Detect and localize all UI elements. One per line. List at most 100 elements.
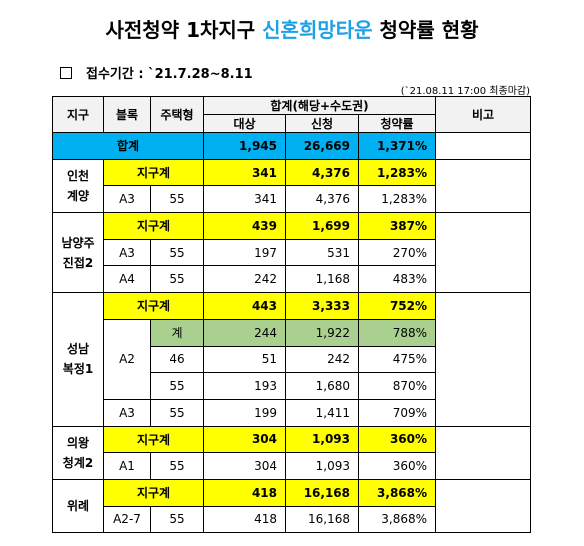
data-row: A3 55 197 531 270% xyxy=(53,238,531,267)
cell-target: 418 xyxy=(203,505,286,534)
cell-rate: 1,283% xyxy=(357,185,437,214)
remark-cell xyxy=(435,292,532,427)
cell-rate: 483% xyxy=(357,265,437,294)
district-name: 의왕 xyxy=(66,435,90,450)
cell-rate: 3,868% xyxy=(357,478,437,507)
district-name: 남양주 xyxy=(61,235,95,250)
cell-rate: 752% xyxy=(357,292,437,320)
header-cell: 청약률 xyxy=(357,114,437,133)
cell-target: 341 xyxy=(203,158,286,187)
cell-rate: 1,283% xyxy=(357,158,437,187)
cell-applied: 26,669 xyxy=(285,132,359,160)
remark-cell xyxy=(435,478,532,534)
type-cell: 46 xyxy=(150,345,204,374)
header-cell: 신청 xyxy=(285,114,359,133)
district-name: 진접2 xyxy=(62,255,94,270)
data-row: 의왕 청계2 지구계 304 1,093 360% xyxy=(52,425,532,480)
block-cell: A3 xyxy=(103,238,151,267)
cell-target: 51 xyxy=(203,345,286,374)
district-name: 위례 xyxy=(66,499,90,514)
total-row: 합계 1,945 26,669 1,371% xyxy=(52,132,532,160)
remark-cell xyxy=(435,132,532,160)
table: 지구 블록 주택형 합계(해당+수도권) 비고 대상 신청 청약률 합계 1,94… xyxy=(52,96,532,534)
data-row: 성남 복정1 지구계 443 3,333 752% xyxy=(52,292,532,427)
cell-rate: 870% xyxy=(357,372,437,400)
cell-target: 193 xyxy=(203,372,286,400)
data-row: 위례 지구계 418 16,168 3,868% xyxy=(52,478,532,534)
cell-applied: 16,168 xyxy=(285,505,359,534)
type-cell: 55 xyxy=(150,372,204,400)
title: 사전청약 1차지구 신혼희망타운 청약률 현황 xyxy=(0,14,584,43)
data-row: A4 55 242 1,168 483% xyxy=(53,265,531,294)
cell-applied: 3,333 xyxy=(285,292,359,320)
cell-target: 439 xyxy=(203,212,286,240)
district-name: 성남 xyxy=(66,342,90,357)
block-cell: A4 xyxy=(103,265,151,294)
cell-target: 199 xyxy=(203,398,286,427)
cell-rate: 360% xyxy=(357,452,437,480)
data-row: A2 계 244 1,922 788% xyxy=(53,318,531,400)
cell-applied: 4,376 xyxy=(285,158,359,187)
cell-target: 304 xyxy=(203,425,286,454)
district-name: 복정1 xyxy=(62,362,94,377)
district-total-label: 지구계 xyxy=(103,212,204,240)
cell-target: 418 xyxy=(203,478,286,507)
data-row: 남양주 진접2 지구계 439 1,699 387% xyxy=(52,212,532,294)
type-cell: 55 xyxy=(150,238,204,267)
cell-rate: 360% xyxy=(357,425,437,454)
cell-target: 304 xyxy=(203,452,286,480)
block-cell: A1 xyxy=(103,452,151,480)
district-total-label: 지구계 xyxy=(103,292,204,320)
cell-applied: 1,093 xyxy=(285,452,359,480)
header-cell: 블록 xyxy=(103,96,151,133)
remark-cell xyxy=(435,212,532,294)
data-row: A2-7 55 418 16,168 3,868% xyxy=(53,505,531,534)
cell-rate: 788% xyxy=(357,318,437,347)
period: 접수기간 : `21.7.28~8.11 xyxy=(60,63,253,82)
type-cell: 55 xyxy=(150,452,204,480)
cell-applied: 1,411 xyxy=(285,398,359,427)
cell-rate: 270% xyxy=(357,238,437,267)
cell-applied: 531 xyxy=(285,238,359,267)
cell-applied: 1,093 xyxy=(285,425,359,454)
title-highlight: 신혼희망타운 xyxy=(262,18,373,42)
cell-rate: 1,371% xyxy=(357,132,437,160)
cell-target: 242 xyxy=(203,265,286,294)
data-row: A1 55 304 1,093 360% xyxy=(53,452,531,480)
district-cell: 위례 xyxy=(52,478,104,534)
cell-applied: 242 xyxy=(285,345,359,374)
district-name: 인천 xyxy=(66,168,90,183)
cell-applied: 1,699 xyxy=(285,212,359,240)
cell-applied: 4,376 xyxy=(285,185,359,214)
district-total-label: 지구계 xyxy=(103,158,204,187)
district-total-label: 지구계 xyxy=(103,425,204,454)
district-total-label: 지구계 xyxy=(103,478,204,507)
cell-rate: 475% xyxy=(357,345,437,374)
header-cell: 비고 xyxy=(435,96,532,133)
cell-target: 341 xyxy=(203,185,286,214)
data-row: A3 55 341 4,376 1,283% xyxy=(53,185,531,214)
block-total-label: 계 xyxy=(150,318,204,347)
cell-target: 443 xyxy=(203,292,286,320)
block-cell: A2 xyxy=(103,318,151,400)
data-row: 인천 계양 지구계 341 4,376 1,283% xyxy=(52,158,532,214)
cell-rate: 709% xyxy=(357,398,437,427)
district-name: 계양 xyxy=(66,188,90,203)
block-cell: A2-7 xyxy=(103,505,151,534)
header-cell: 대상 xyxy=(203,114,286,133)
header-cell: 지구 xyxy=(52,96,104,133)
cell-target: 197 xyxy=(203,238,286,267)
remark-cell xyxy=(435,158,532,214)
cell-target: 1,945 xyxy=(203,132,286,160)
type-cell: 55 xyxy=(150,505,204,534)
block-cell: A3 xyxy=(103,185,151,214)
type-cell: 55 xyxy=(150,265,204,294)
bullet-box xyxy=(60,67,72,79)
district-name: 청계2 xyxy=(62,455,94,470)
cell-applied: 16,168 xyxy=(285,478,359,507)
